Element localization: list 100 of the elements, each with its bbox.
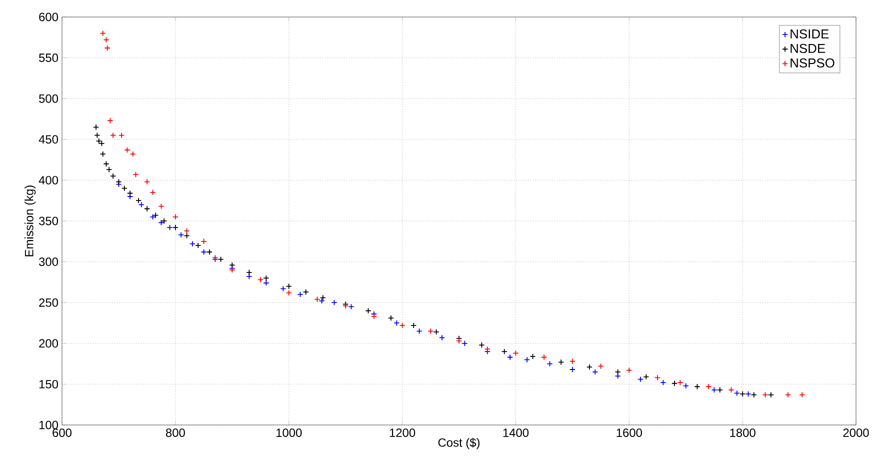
- point: [711, 386, 718, 393]
- point: [150, 214, 156, 220]
- point: [286, 290, 292, 296]
- point: [314, 296, 320, 302]
- point: [100, 151, 106, 158]
- x-tick-label: 800: [166, 428, 185, 437]
- point: [158, 220, 164, 226]
- point: [138, 202, 144, 208]
- point: [178, 232, 184, 238]
- point: [110, 173, 116, 180]
- point: [728, 386, 734, 393]
- y-tick-label: 350: [38, 216, 58, 226]
- point: [410, 322, 417, 328]
- point: [706, 384, 712, 390]
- point: [399, 322, 406, 328]
- point: [127, 190, 134, 196]
- point: [682, 382, 689, 389]
- point: [546, 360, 553, 367]
- point: [734, 390, 740, 396]
- point: [416, 328, 422, 334]
- y-tick-label: 600: [39, 12, 58, 22]
- point: [297, 291, 304, 298]
- point: [107, 118, 114, 124]
- point: [110, 132, 116, 138]
- point: [677, 380, 684, 386]
- point: [200, 248, 207, 256]
- x-tick-label: 1400: [503, 428, 529, 437]
- x-tick-label: 1800: [730, 428, 756, 437]
- point: [694, 384, 700, 390]
- point: [161, 218, 168, 224]
- point: [750, 392, 757, 398]
- point: [318, 298, 325, 304]
- y-tick-label: 250: [39, 298, 58, 307]
- x-tick-label: 1000: [276, 428, 302, 437]
- point: [100, 30, 106, 36]
- point: [614, 368, 621, 375]
- point: [320, 294, 326, 301]
- x-tick-label: 1200: [390, 428, 416, 437]
- point: [118, 132, 125, 138]
- point: [150, 189, 156, 196]
- point: [189, 240, 196, 247]
- point: [158, 203, 164, 210]
- y-tick-label: 500: [39, 94, 58, 103]
- legend-label: NSDE: [790, 44, 826, 54]
- point: [229, 262, 236, 268]
- point: [524, 356, 530, 363]
- point: [799, 392, 806, 398]
- point: [98, 140, 105, 147]
- point: [530, 353, 536, 360]
- y-tick-label: 450: [38, 135, 58, 144]
- point: [462, 340, 468, 346]
- point: [784, 392, 791, 398]
- point: [660, 380, 666, 386]
- point: [263, 275, 270, 282]
- point: [512, 350, 519, 356]
- point: [716, 386, 723, 393]
- point: [195, 242, 202, 249]
- point: [286, 283, 292, 290]
- point: [558, 359, 564, 366]
- point: [643, 374, 650, 380]
- point: [144, 178, 150, 185]
- point: [569, 366, 576, 373]
- point: [626, 367, 632, 374]
- point: [218, 256, 224, 262]
- y-tick-label: 300: [38, 258, 58, 266]
- point: [598, 363, 604, 370]
- point: [592, 368, 598, 375]
- point: [184, 228, 190, 234]
- legend-label: NSPSO: [790, 58, 834, 68]
- x-tick-label: 600: [52, 428, 72, 437]
- point: [428, 328, 434, 334]
- x-tick-label: 2000: [843, 428, 869, 437]
- point: [152, 212, 159, 218]
- point: [484, 346, 490, 352]
- point: [94, 132, 100, 138]
- point: [394, 320, 400, 326]
- point: [388, 315, 394, 322]
- point: [501, 348, 508, 355]
- y-tick-label: 150: [39, 380, 58, 388]
- point: [348, 304, 354, 310]
- point: [130, 151, 136, 158]
- point: [456, 338, 462, 344]
- point: [116, 178, 122, 185]
- point: [132, 171, 139, 178]
- point: [768, 392, 774, 398]
- point: [671, 380, 678, 386]
- point: [433, 328, 440, 335]
- point: [257, 276, 264, 283]
- point: [654, 374, 661, 381]
- point: [745, 390, 752, 398]
- point: [740, 390, 746, 398]
- point: [103, 160, 110, 167]
- y-tick-label: 550: [39, 54, 58, 62]
- point: [106, 166, 112, 173]
- legend-label: NSIDE: [790, 29, 829, 39]
- point: [200, 238, 207, 244]
- x-tick-label: 1600: [616, 428, 642, 437]
- point: [438, 334, 446, 341]
- point: [96, 138, 102, 144]
- point: [104, 44, 110, 52]
